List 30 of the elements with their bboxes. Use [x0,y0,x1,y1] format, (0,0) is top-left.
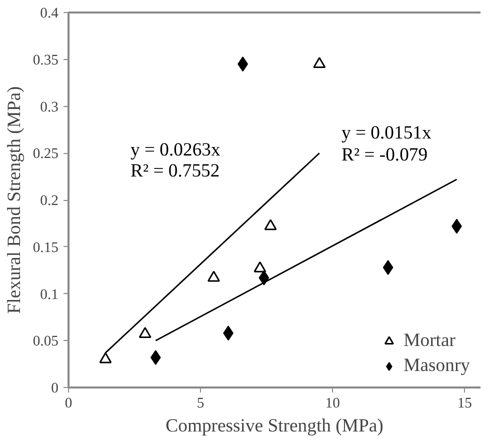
y-tick-label: 0.3 [40,99,59,116]
legend-label: Masonry [404,355,470,377]
y-tick-label: 0 [51,380,58,396]
point [150,350,161,365]
point [258,270,270,286]
point [208,270,220,282]
x-tick-label: 5 [196,396,204,412]
y-tick-label: 0.15 [32,240,59,256]
point [99,352,112,364]
y-tick-label: 0.25 [32,146,59,162]
x-tick-label: 0 [64,396,72,412]
x-tick-label: 10 [325,396,340,412]
legend-label: Mortar [404,330,456,352]
y-tick-label: 0.2 [40,193,59,209]
point [313,56,326,68]
point [382,260,394,275]
x-tick-label: 15 [457,396,472,412]
annotation: R² = -0.079 [342,144,428,166]
y-tick-label: 0.4 [40,6,60,22]
y-axis-title: Flexural Bond Strength (MPa) [4,86,25,314]
annotation: y = 0.0263x [130,140,221,160]
point [264,219,277,230]
annotation: R² = 0.7552 [130,160,220,182]
y-tick-label: 0.05 [32,334,59,350]
point [138,326,152,338]
x-axis-title: Compressive Strength (MPa) [166,416,384,436]
annotation: y = 0.0151x [342,122,432,144]
point [254,261,266,272]
y-tick-label: 0.1 [40,286,59,303]
y-tick-label: 0.35 [32,52,59,68]
